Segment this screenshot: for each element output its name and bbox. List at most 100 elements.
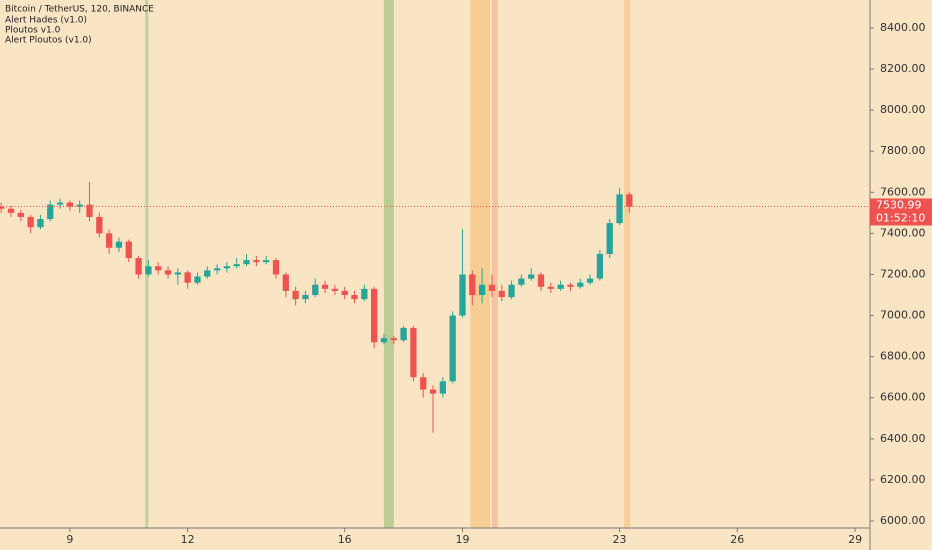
candle-body (76, 204, 83, 207)
candle-body (547, 286, 554, 289)
candle-body (96, 216, 103, 234)
signal-band (383, 0, 394, 528)
candle-body (586, 278, 594, 283)
x-tick-label: 26 (730, 533, 744, 546)
y-tick-label: 6000.00 (880, 514, 926, 527)
candle-body (302, 295, 309, 300)
bands (145, 0, 631, 528)
candle-body (164, 270, 172, 275)
candle-body (449, 315, 456, 382)
indicator-label: Alert Hades (v1.0) (5, 16, 87, 26)
candle-body (125, 241, 132, 259)
x-tick-label: 29 (848, 533, 862, 546)
candle-body (56, 202, 64, 205)
candle-body (233, 264, 240, 267)
chart-title: Bitcoin / TetherUS, 120, BINANCE (5, 5, 154, 15)
x-tick-label: 19 (455, 533, 469, 546)
y-tick-label: 6800.00 (880, 350, 926, 363)
candle-body (27, 216, 34, 228)
last-price-box (870, 198, 932, 226)
candle-body (518, 278, 525, 285)
candle-body (223, 266, 231, 269)
x-tick-label: 16 (338, 533, 352, 546)
candle-body (145, 266, 152, 275)
candle-body (380, 338, 388, 343)
y-tick-label: 7200.00 (880, 267, 926, 280)
candle-body (47, 204, 54, 220)
y-tick-label: 6600.00 (880, 391, 926, 404)
candle-body (390, 338, 397, 341)
candle-body (272, 260, 280, 275)
candle-body (155, 266, 162, 271)
candle-body (37, 219, 44, 228)
candle-body (282, 274, 289, 291)
candle-body (488, 284, 496, 291)
candle-body (439, 381, 446, 394)
candle-body (321, 284, 329, 289)
candle-body (410, 327, 417, 378)
y-tick-label: 6400.00 (880, 432, 926, 445)
countdown-label: 01:52:10 (876, 211, 925, 224)
indicator-label: Alert Ploutos (v1.0) (5, 36, 92, 46)
candle-body (174, 272, 181, 275)
candle-body (135, 258, 142, 275)
candle-body (508, 284, 515, 298)
candle-body (0, 206, 5, 209)
candle-body (361, 288, 368, 300)
candle-body (459, 274, 466, 316)
candle-body (115, 241, 123, 248)
candle-body (7, 208, 15, 213)
candle-body (66, 202, 74, 207)
candle-body (478, 284, 486, 296)
y-tick-label: 7400.00 (880, 226, 926, 239)
candle-body (292, 290, 299, 300)
candle-body (429, 389, 437, 394)
candle-body (606, 223, 613, 254)
y-tick-label: 8200.00 (880, 62, 926, 75)
signal-band (624, 0, 631, 528)
y-tick-label: 7600.00 (880, 185, 926, 198)
y-tick-label: 7000.00 (880, 309, 926, 322)
last-price-label: 7530.99 (876, 198, 922, 211)
candle-body (204, 270, 211, 277)
candle-body (253, 260, 260, 263)
candle-body (86, 204, 93, 217)
candle-body (194, 276, 201, 283)
candle-body (371, 288, 378, 343)
candle-body (469, 274, 476, 296)
plot (0, 182, 633, 433)
candle-body (184, 272, 191, 283)
candle-body (537, 274, 545, 287)
candle-body (498, 290, 505, 298)
y-tick-label: 8400.00 (880, 21, 926, 34)
x-tick-label: 12 (181, 533, 195, 546)
candle-body (626, 194, 633, 207)
candle-body (263, 260, 270, 263)
candle-body (577, 282, 584, 287)
signal-band (491, 0, 498, 528)
y-tick-label: 8000.00 (880, 103, 926, 116)
signal-band (145, 0, 149, 528)
candle-body (616, 194, 623, 224)
candle-body (596, 253, 604, 279)
candle-body (17, 212, 24, 217)
y-tick-label: 7800.00 (880, 144, 926, 157)
candle-body (331, 288, 339, 291)
candle-body (341, 290, 348, 296)
x-tick-label: 9 (66, 533, 73, 546)
candle-body (420, 377, 427, 390)
y-tick-label: 6200.00 (880, 473, 926, 486)
candle-body (213, 268, 221, 271)
candle-body (243, 260, 250, 265)
candle-body (557, 284, 564, 289)
candle-body (106, 233, 113, 248)
signal-band (470, 0, 490, 528)
indicator-label: Ploutos v1.0 (5, 26, 61, 36)
x-tick-label: 23 (613, 533, 627, 546)
candle-body (312, 284, 319, 296)
candle-body (351, 295, 358, 300)
candle-body (567, 284, 574, 287)
candle-body (400, 327, 407, 341)
